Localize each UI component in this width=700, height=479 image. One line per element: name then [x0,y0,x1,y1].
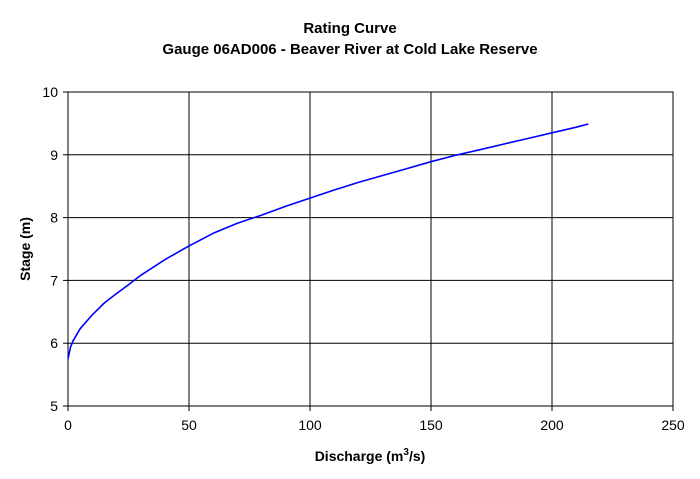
x-tick-label: 100 [298,417,322,433]
grid-lines [63,91,674,411]
plot-area [67,91,674,407]
series-line-0 [67,123,589,360]
y-tick-labels: 5 6 7 8 9 10 [42,84,58,414]
y-tick-label: 8 [50,210,58,226]
x-axis-label-main: Discharge (m [315,448,404,464]
series-layer [67,123,589,360]
x-tick-label: 0 [64,417,72,433]
y-axis-label: Stage (m) [17,217,33,281]
x-tick-label: 50 [181,417,197,433]
x-tick-label: 150 [419,417,443,433]
x-tick-label: 200 [540,417,564,433]
chart-title: Rating Curve [303,20,396,37]
y-tick-label: 10 [42,84,58,100]
x-axis-label-superscript: 3 [403,447,409,458]
y-tick-label: 7 [50,272,58,288]
x-axis-label-tail: /s) [409,448,425,464]
x-axis-label: Discharge (m3/s) [315,447,426,464]
y-tick-label: 6 [50,335,58,351]
x-tick-labels: 0 50 100 150 200 250 [64,417,685,433]
y-tick-label: 5 [50,398,58,414]
chart-subtitle: Gauge 06AD006 - Beaver River at Cold Lak… [162,41,537,58]
x-tick-label: 250 [661,417,685,433]
y-tick-label: 9 [50,147,58,163]
